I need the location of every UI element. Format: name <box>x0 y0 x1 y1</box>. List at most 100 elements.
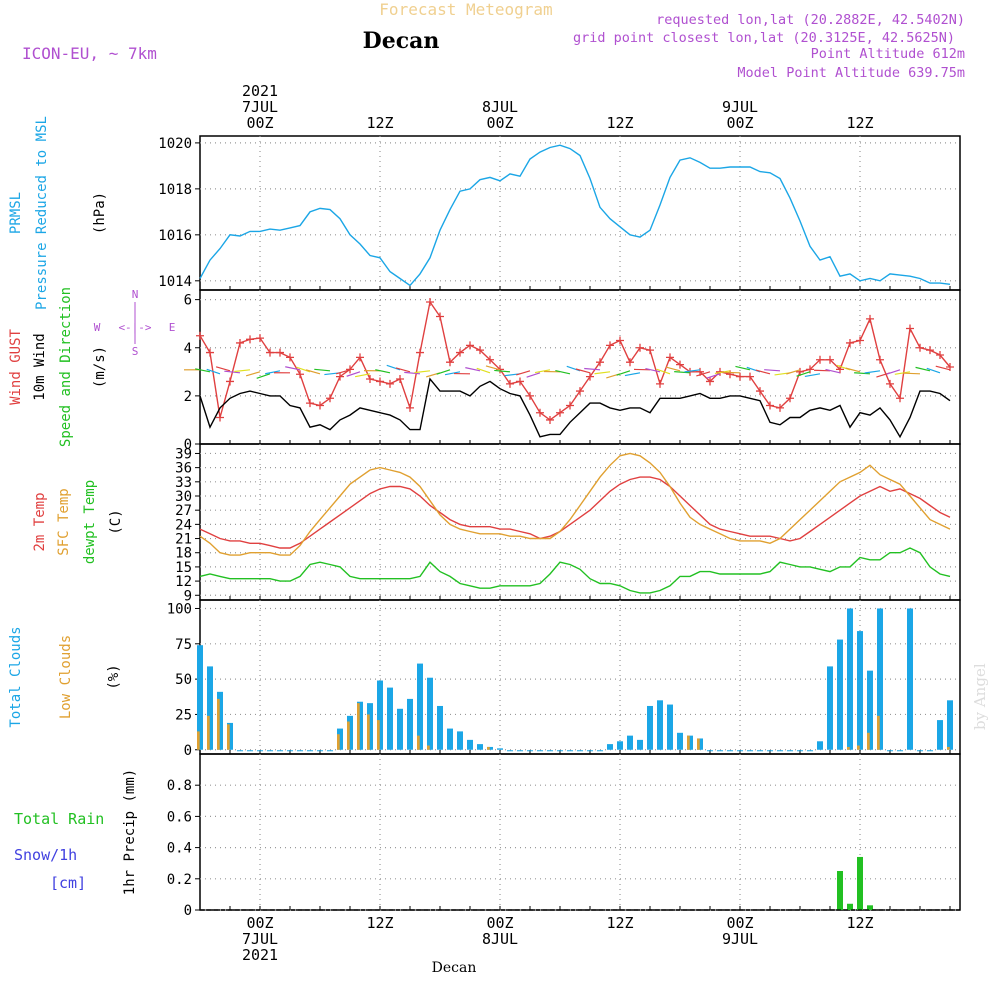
gust-marker <box>326 394 334 403</box>
gust-marker <box>656 379 664 388</box>
time-label: 7JUL <box>242 98 278 116</box>
total-cloud-bar <box>827 666 833 750</box>
wind-direction-arrow <box>476 367 491 374</box>
time-label: 2021 <box>242 82 278 100</box>
gust-marker <box>536 408 544 417</box>
gust-marker <box>906 324 914 333</box>
total-cloud-bar <box>217 691 223 750</box>
gust-marker <box>746 372 754 381</box>
wind-direction-arrow <box>845 367 861 373</box>
clouds-ytick-label: 75 <box>175 637 192 653</box>
time-label: 9JUL <box>722 98 758 116</box>
compass-south: S <box>132 345 139 358</box>
time-label: 8JUL <box>482 930 518 948</box>
total-cloud-bar <box>877 608 883 750</box>
clouds-ytick-label: 100 <box>167 601 192 617</box>
total-cloud-bar <box>607 744 613 750</box>
wind-direction-arrow <box>674 370 691 374</box>
temperature-ytick-label: 36 <box>175 461 192 477</box>
wind-direction-arrow <box>825 368 841 374</box>
wind-direction-arrow <box>526 372 541 378</box>
gust-marker <box>636 343 644 352</box>
low-cloud-bar <box>417 735 420 750</box>
pressure-line <box>199 144 951 287</box>
wind-direction-arrow <box>494 369 511 373</box>
total-cloud-bar <box>347 715 353 750</box>
precip-frame <box>199 753 961 911</box>
wind-speed-line <box>199 377 951 439</box>
total-cloud-bar <box>367 703 373 750</box>
time-label: 00Z <box>246 114 273 132</box>
total-cloud-bar <box>947 700 953 750</box>
location-title: Decan <box>363 28 440 54</box>
gust-marker <box>566 401 574 410</box>
gust-marker <box>586 372 594 381</box>
credit-watermark: by Angel <box>971 663 989 730</box>
point-altitude: Point Altitude 612m <box>811 46 965 62</box>
wind-direction-arrow <box>904 372 921 375</box>
rain-bar <box>867 905 873 910</box>
total-cloud-bar <box>197 645 203 750</box>
total-cloud-bar <box>867 670 873 750</box>
temperature-axis-label: (C) <box>108 509 124 534</box>
time-label: 2021 <box>242 946 278 964</box>
gust-marker <box>426 298 434 307</box>
time-label: 12Z <box>606 114 633 132</box>
panel-clouds: 0 25 50 75 100 Total Clouds Low Clouds (%) <box>8 599 961 759</box>
gust-marker <box>396 375 404 384</box>
gust-marker <box>766 401 774 410</box>
time-label: 7JUL <box>242 930 278 948</box>
wind-direction-arrow <box>555 369 571 375</box>
wind-direction-arrow <box>594 371 611 375</box>
total-cloud-bar <box>437 705 443 750</box>
total-cloud-bar <box>467 739 473 750</box>
wind-axis-label: (m/s) <box>92 346 108 388</box>
wind-direction-arrow <box>206 368 221 375</box>
time-label: 00Z <box>486 914 513 932</box>
precip-ytick-label: 0.6 <box>167 809 192 825</box>
pressure-ytick-label: 1018 <box>158 182 192 198</box>
wind-direction-arrow <box>755 369 771 375</box>
wind-direction-arrow <box>346 371 361 377</box>
wind-axis-label: Speed and Direction <box>58 287 74 447</box>
gust-marker <box>866 314 874 323</box>
low-cloud-bar <box>227 724 230 750</box>
total-cloud-bar <box>647 705 653 750</box>
temperature-ytick-label: 30 <box>175 489 192 505</box>
gust-marker <box>606 341 614 350</box>
pressure-axis-label: Pressure Reduced to MSL <box>34 116 50 310</box>
wind-direction-arrow <box>864 370 881 374</box>
clouds-ytick-label: 0 <box>184 743 192 759</box>
pressure-axis-label: PRMSL <box>8 192 24 234</box>
wind-direction-arrow <box>386 364 401 371</box>
gust-marker <box>666 353 674 362</box>
gust-marker <box>756 387 764 396</box>
total-cloud-bar <box>687 735 693 750</box>
wind-direction-arrow <box>195 368 211 373</box>
wind-direction-arrow <box>285 366 301 371</box>
gust-marker <box>726 370 734 379</box>
gust-marker <box>826 355 834 364</box>
wind-direction-arrow <box>616 370 631 376</box>
temperature-axis-label: dewpt Temp <box>82 480 98 564</box>
wind-ytick-label: 4 <box>184 341 192 357</box>
gust-marker <box>336 372 344 381</box>
wind-direction-arrow <box>414 370 431 374</box>
gust-marker <box>776 403 784 412</box>
gust-marker <box>616 336 624 345</box>
gust-marker <box>316 401 324 410</box>
temperature-ytick-label: 12 <box>175 574 192 590</box>
temperature-ytick-label: 24 <box>175 517 192 533</box>
gust-marker <box>216 413 224 422</box>
wind-direction-arrow <box>516 370 531 376</box>
wind-direction-arrow <box>444 371 461 376</box>
gust-marker <box>516 377 524 386</box>
time-label: 12Z <box>846 914 873 932</box>
gust-marker <box>406 403 414 412</box>
low-cloud-bar <box>487 746 490 750</box>
gust-marker <box>596 358 604 367</box>
gust-marker <box>246 335 254 344</box>
footer-location: Decan <box>432 960 477 976</box>
gust-marker <box>456 348 464 357</box>
wind-direction-arrow <box>234 369 251 373</box>
